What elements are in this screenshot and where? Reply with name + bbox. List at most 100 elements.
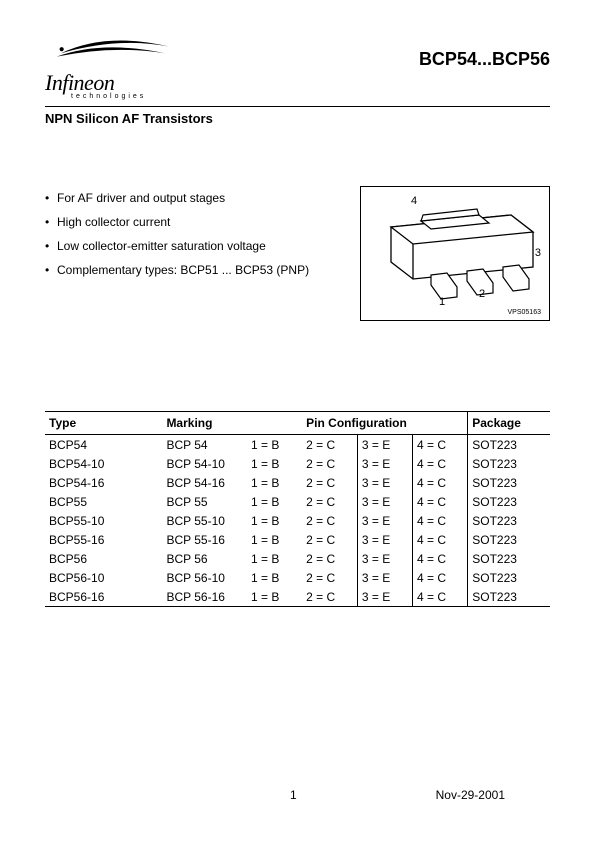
- feature-item: Complementary types: BCP51 ... BCP53 (PN…: [45, 258, 309, 282]
- cell-marking: BCP 55: [162, 492, 247, 511]
- cell-p2: 2 = C: [302, 492, 357, 511]
- cell-p1: 1 = B: [247, 435, 302, 455]
- feature-item: For AF driver and output stages: [45, 186, 309, 210]
- part-number-title: BCP54...BCP56: [419, 49, 550, 70]
- cell-p3: 3 = E: [357, 511, 412, 530]
- cell-p2: 2 = C: [302, 549, 357, 568]
- cell-type: BCP56-10: [45, 568, 162, 587]
- cell-p3: 3 = E: [357, 549, 412, 568]
- cell-p2: 2 = C: [302, 530, 357, 549]
- table-row: BCP54-10BCP 54-101 = B2 = C3 = E4 = CSOT…: [45, 454, 550, 473]
- cell-p4: 4 = C: [413, 530, 468, 549]
- cell-p2: 2 = C: [302, 568, 357, 587]
- cell-p1: 1 = B: [247, 511, 302, 530]
- cell-pkg: SOT223: [468, 587, 550, 606]
- cell-type: BCP56: [45, 549, 162, 568]
- cell-p1: 1 = B: [247, 549, 302, 568]
- cell-p2: 2 = C: [302, 511, 357, 530]
- cell-pkg: SOT223: [468, 492, 550, 511]
- pin-label-1: 1: [439, 296, 445, 308]
- cell-type: BCP56-16: [45, 587, 162, 606]
- table-body: BCP54BCP 541 = B2 = C3 = E4 = CSOT223BCP…: [45, 435, 550, 607]
- cell-p3: 3 = E: [357, 454, 412, 473]
- pin-label-2: 2: [479, 288, 485, 300]
- cell-marking: BCP 56-10: [162, 568, 247, 587]
- cell-p3: 3 = E: [357, 530, 412, 549]
- cell-p3: 3 = E: [357, 492, 412, 511]
- cell-p3: 3 = E: [357, 435, 412, 455]
- cell-p4: 4 = C: [413, 435, 468, 455]
- page-header: Infineon technologies BCP54...BCP56: [45, 35, 550, 107]
- table-row: BCP56BCP 561 = B2 = C3 = E4 = CSOT223: [45, 549, 550, 568]
- th-marking: Marking: [162, 412, 302, 435]
- table-row: BCP55-10BCP 55-101 = B2 = C3 = E4 = CSOT…: [45, 511, 550, 530]
- cell-pkg: SOT223: [468, 454, 550, 473]
- cell-p3: 3 = E: [357, 587, 412, 606]
- footer-date: Nov-29-2001: [436, 788, 505, 802]
- cell-p1: 1 = B: [247, 530, 302, 549]
- pin-label-4: 4: [411, 195, 417, 207]
- pin-label-3: 3: [535, 247, 541, 259]
- cell-p1: 1 = B: [247, 568, 302, 587]
- table-row: BCP56-16BCP 56-161 = B2 = C3 = E4 = CSOT…: [45, 587, 550, 606]
- cell-marking: BCP 56: [162, 549, 247, 568]
- feature-item: Low collector-emitter saturation voltage: [45, 234, 309, 258]
- th-type: Type: [45, 412, 162, 435]
- package-diagram: 4 1 2 3 VPS05163: [360, 186, 550, 321]
- table-row: BCP55-16BCP 55-161 = B2 = C3 = E4 = CSOT…: [45, 530, 550, 549]
- page-number: 1: [290, 788, 297, 802]
- cell-p1: 1 = B: [247, 473, 302, 492]
- cell-pkg: SOT223: [468, 473, 550, 492]
- cell-type: BCP54: [45, 435, 162, 455]
- page-footer: 1 Nov-29-2001: [0, 788, 595, 802]
- cell-p2: 2 = C: [302, 454, 357, 473]
- cell-marking: BCP 55-10: [162, 511, 247, 530]
- cell-marking: BCP 54: [162, 435, 247, 455]
- table-header-row: Type Marking Pin Configuration Package: [45, 412, 550, 435]
- cell-p3: 3 = E: [357, 568, 412, 587]
- logo: Infineon technologies: [45, 35, 185, 100]
- cell-p3: 3 = E: [357, 473, 412, 492]
- feature-section: For AF driver and output stages High col…: [45, 186, 550, 321]
- cell-p2: 2 = C: [302, 587, 357, 606]
- spec-table: Type Marking Pin Configuration Package B…: [45, 411, 550, 607]
- logo-swoosh-icon: [45, 35, 185, 65]
- diagram-ref: VPS05163: [508, 309, 541, 316]
- cell-marking: BCP 55-16: [162, 530, 247, 549]
- cell-type: BCP55-16: [45, 530, 162, 549]
- logo-subtext: technologies: [71, 93, 185, 100]
- th-pinconfig: Pin Configuration: [302, 412, 468, 435]
- table-row: BCP55BCP 551 = B2 = C3 = E4 = CSOT223: [45, 492, 550, 511]
- cell-p4: 4 = C: [413, 473, 468, 492]
- cell-marking: BCP 56-16: [162, 587, 247, 606]
- cell-pkg: SOT223: [468, 511, 550, 530]
- cell-p4: 4 = C: [413, 492, 468, 511]
- cell-p1: 1 = B: [247, 454, 302, 473]
- cell-p1: 1 = B: [247, 587, 302, 606]
- cell-p1: 1 = B: [247, 492, 302, 511]
- cell-p2: 2 = C: [302, 473, 357, 492]
- cell-p4: 4 = C: [413, 549, 468, 568]
- cell-pkg: SOT223: [468, 530, 550, 549]
- cell-pkg: SOT223: [468, 435, 550, 455]
- cell-pkg: SOT223: [468, 568, 550, 587]
- cell-p4: 4 = C: [413, 511, 468, 530]
- feature-list: For AF driver and output stages High col…: [45, 186, 309, 282]
- table-row: BCP54BCP 541 = B2 = C3 = E4 = CSOT223: [45, 435, 550, 455]
- sot223-icon: [361, 187, 551, 322]
- cell-pkg: SOT223: [468, 549, 550, 568]
- table-row: BCP56-10BCP 56-101 = B2 = C3 = E4 = CSOT…: [45, 568, 550, 587]
- cell-marking: BCP 54-16: [162, 473, 247, 492]
- subheading: NPN Silicon AF Transistors: [45, 111, 550, 126]
- th-package: Package: [468, 412, 550, 435]
- feature-item: High collector current: [45, 210, 309, 234]
- cell-type: BCP55: [45, 492, 162, 511]
- table-row: BCP54-16BCP 54-161 = B2 = C3 = E4 = CSOT…: [45, 473, 550, 492]
- cell-p4: 4 = C: [413, 587, 468, 606]
- cell-type: BCP55-10: [45, 511, 162, 530]
- cell-p4: 4 = C: [413, 568, 468, 587]
- cell-type: BCP54-10: [45, 454, 162, 473]
- cell-p4: 4 = C: [413, 454, 468, 473]
- cell-type: BCP54-16: [45, 473, 162, 492]
- cell-p2: 2 = C: [302, 435, 357, 455]
